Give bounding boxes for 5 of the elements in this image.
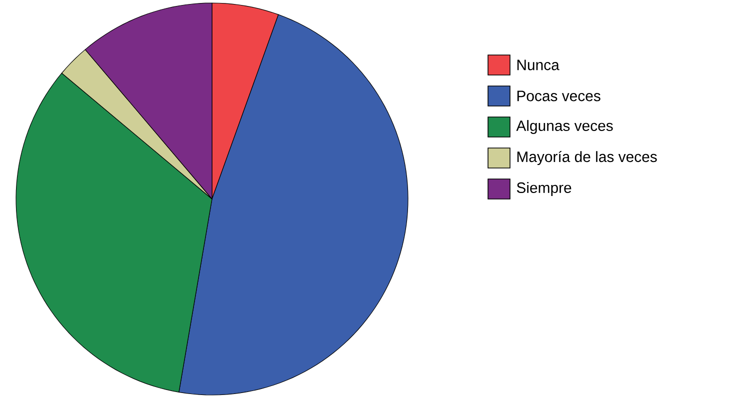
legend-label: Siempre [516,182,572,196]
legend-label: Mayoría de las veces [517,150,657,166]
legend-label: Algunas veces [516,120,613,134]
legend-label: Pocas veces [517,90,600,102]
legend-label: Nunca [517,60,560,70]
